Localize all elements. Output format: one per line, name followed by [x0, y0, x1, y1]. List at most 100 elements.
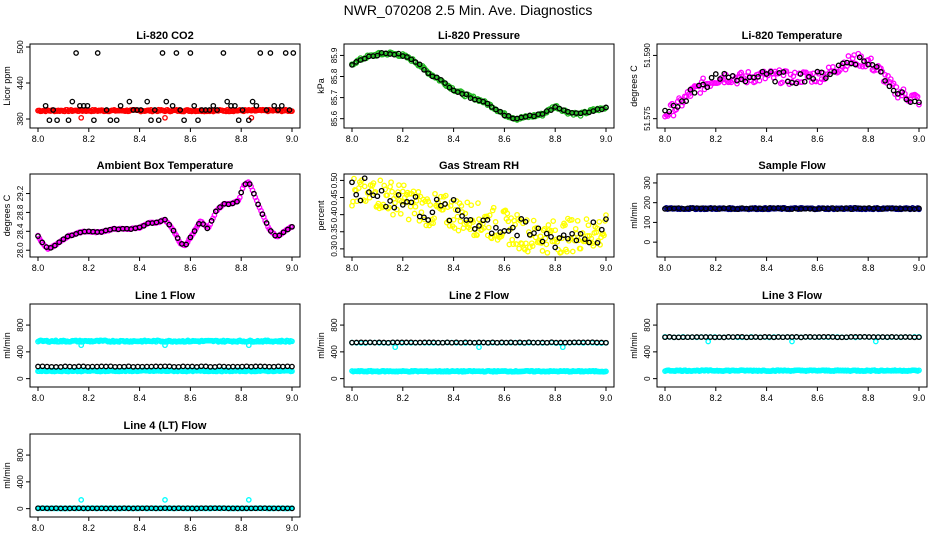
data-point: [78, 497, 85, 503]
chart-title: Line 3 Flow: [762, 290, 822, 302]
data-point: [539, 248, 546, 254]
data-point: [510, 241, 517, 248]
data-point: [683, 98, 690, 104]
data-point: [471, 226, 478, 232]
data-point: [524, 248, 531, 255]
data-point: [458, 339, 464, 346]
data-point: [446, 217, 453, 224]
data-point: [542, 235, 549, 242]
data-point: [412, 59, 419, 65]
plot-frame: [343, 303, 615, 388]
data-point: [245, 497, 252, 503]
y-axis-label: kPa: [316, 78, 326, 94]
y-tick-label: 28.8: [16, 204, 25, 220]
data-point: [206, 107, 213, 113]
data-point: [383, 203, 389, 210]
data-point: [138, 107, 144, 113]
plot-frame: [656, 303, 928, 388]
data-point: [224, 98, 231, 105]
data-point: [78, 114, 85, 121]
y-tick-label: 800: [643, 318, 652, 332]
y-axis-label: degrees C: [629, 65, 639, 107]
y-tick-label: 800: [16, 448, 25, 462]
y-tick-label: 0: [330, 376, 339, 381]
x-tick-label: 8.2: [710, 393, 723, 403]
x-tick-label: 8.4: [447, 393, 460, 403]
data-point: [416, 61, 423, 68]
y-tick-label: 85.7: [330, 89, 339, 105]
y-tick-label: 400: [16, 475, 25, 489]
data-point: [427, 202, 434, 208]
data-point: [286, 339, 293, 345]
series-line-1-dips: [78, 342, 252, 349]
data-point: [743, 334, 750, 341]
data-point: [412, 193, 419, 200]
data-point: [396, 182, 402, 188]
data-point: [271, 363, 277, 370]
data-point: [783, 68, 790, 75]
series-sample-flow-avg: [662, 205, 922, 213]
data-point: [548, 233, 554, 240]
data-point: [284, 363, 291, 370]
data-point: [916, 101, 922, 108]
data-point: [162, 497, 168, 503]
data-point: [797, 71, 804, 77]
data-point: [47, 244, 54, 251]
x-tick-label: 8.6: [184, 523, 197, 533]
data-point: [586, 239, 592, 246]
series-box-temp: [35, 179, 295, 252]
data-point: [379, 204, 386, 211]
page-title: NWR_070208 2.5 Min. Ave. Diagnostics: [343, 2, 593, 18]
y-tick-label: 51.575: [643, 106, 652, 131]
data-point: [543, 241, 550, 248]
data-point: [353, 191, 360, 198]
y-tick-label: 400: [16, 345, 25, 359]
chart-panel-10: Line 4 (LT) Flow ml/min 8.0 8.2 8.4 8.6 8.8 9.0…: [2, 420, 301, 533]
data-point: [488, 104, 495, 110]
y-axis-label: Licor ppm: [2, 66, 12, 106]
series-CO2-reference: [42, 50, 297, 124]
y-axis-label: ml/min: [2, 332, 12, 359]
data-point: [818, 69, 825, 76]
data-point: [134, 363, 141, 370]
data-point: [531, 230, 537, 236]
x-tick-label: 8.6: [184, 134, 197, 144]
x-tick-label: 8.2: [397, 393, 410, 403]
data-point: [893, 334, 900, 340]
data-point: [759, 68, 766, 75]
data-point: [214, 107, 220, 113]
data-point: [565, 235, 571, 242]
data-point: [689, 334, 696, 340]
data-point: [46, 117, 53, 124]
data-point: [902, 334, 909, 340]
data-point: [366, 194, 373, 201]
data-point: [408, 56, 415, 63]
data-point: [564, 248, 570, 255]
series-line-1-avg: [35, 363, 295, 370]
plot-frame: [29, 173, 301, 258]
data-point: [518, 216, 525, 222]
x-tick-label: 8.8: [235, 263, 248, 273]
data-point: [386, 204, 392, 211]
data-point: [84, 102, 91, 109]
data-point: [162, 216, 168, 223]
data-point: [159, 50, 166, 56]
data-point: [378, 187, 385, 194]
x-tick-label: 9.0: [600, 134, 613, 144]
data-point: [349, 179, 355, 186]
x-tick-label: 9.0: [286, 263, 299, 273]
plot-frame: [343, 43, 615, 129]
y-tick-label: 440: [16, 76, 25, 90]
data-point: [729, 73, 736, 79]
data-point: [677, 96, 684, 103]
y-tick-label: 28.0: [16, 242, 25, 258]
data-point: [349, 339, 355, 346]
data-point: [436, 202, 442, 209]
data-point: [103, 107, 110, 113]
data-point: [558, 249, 564, 256]
data-point: [374, 52, 381, 59]
y-tick-label: 0: [16, 376, 25, 381]
data-point: [39, 239, 46, 246]
plot-frame: [656, 43, 928, 129]
